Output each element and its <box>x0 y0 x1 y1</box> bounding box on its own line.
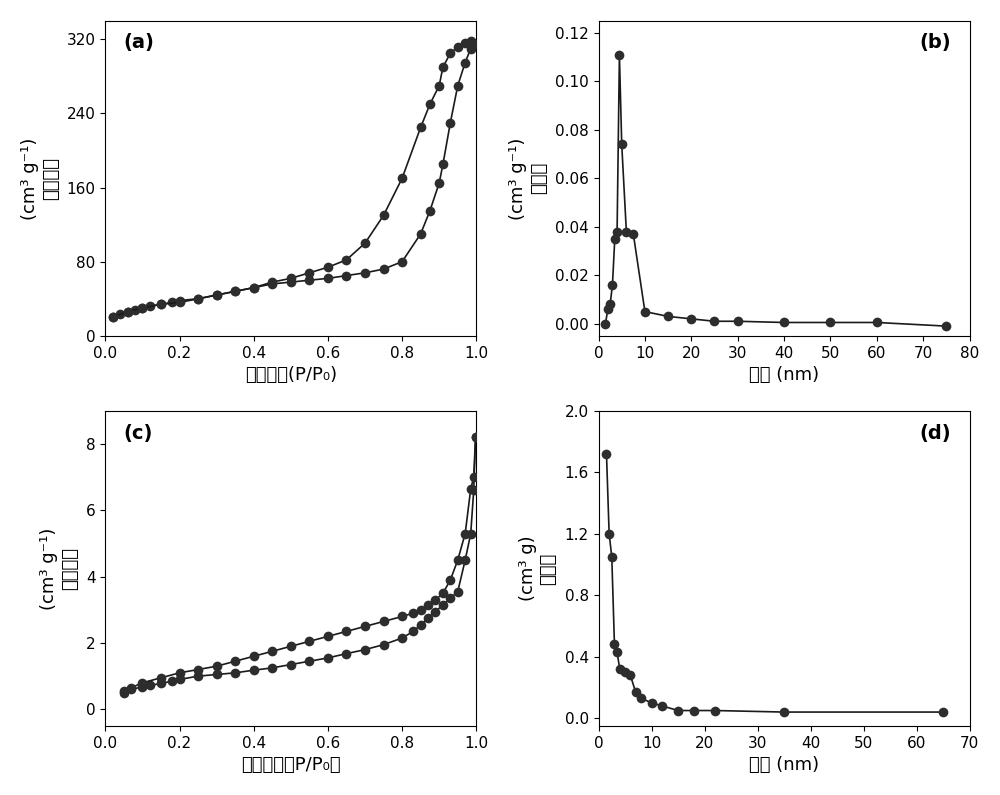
Text: (a): (a) <box>124 33 155 52</box>
X-axis label: 孔径 (nm): 孔径 (nm) <box>749 756 819 774</box>
X-axis label: 孔径 (nm): 孔径 (nm) <box>749 366 819 384</box>
X-axis label: 相对压力（P/P₀）: 相对压力（P/P₀） <box>241 756 341 774</box>
X-axis label: 相对压力(P/P₀): 相对压力(P/P₀) <box>245 366 337 384</box>
Text: (b): (b) <box>919 33 951 52</box>
Text: (c): (c) <box>124 424 153 443</box>
Y-axis label: (cm³ g⁻¹)
吸附体积: (cm³ g⁻¹) 吸附体积 <box>21 137 60 219</box>
Y-axis label: (cm³ g⁻¹)
吸附体积: (cm³ g⁻¹) 吸附体积 <box>40 527 79 610</box>
Text: (d): (d) <box>919 424 951 443</box>
Y-axis label: (cm³ g)
孔体积: (cm³ g) 孔体积 <box>519 536 558 601</box>
Y-axis label: (cm³ g⁻¹)
孔体积: (cm³ g⁻¹) 孔体积 <box>509 137 548 219</box>
